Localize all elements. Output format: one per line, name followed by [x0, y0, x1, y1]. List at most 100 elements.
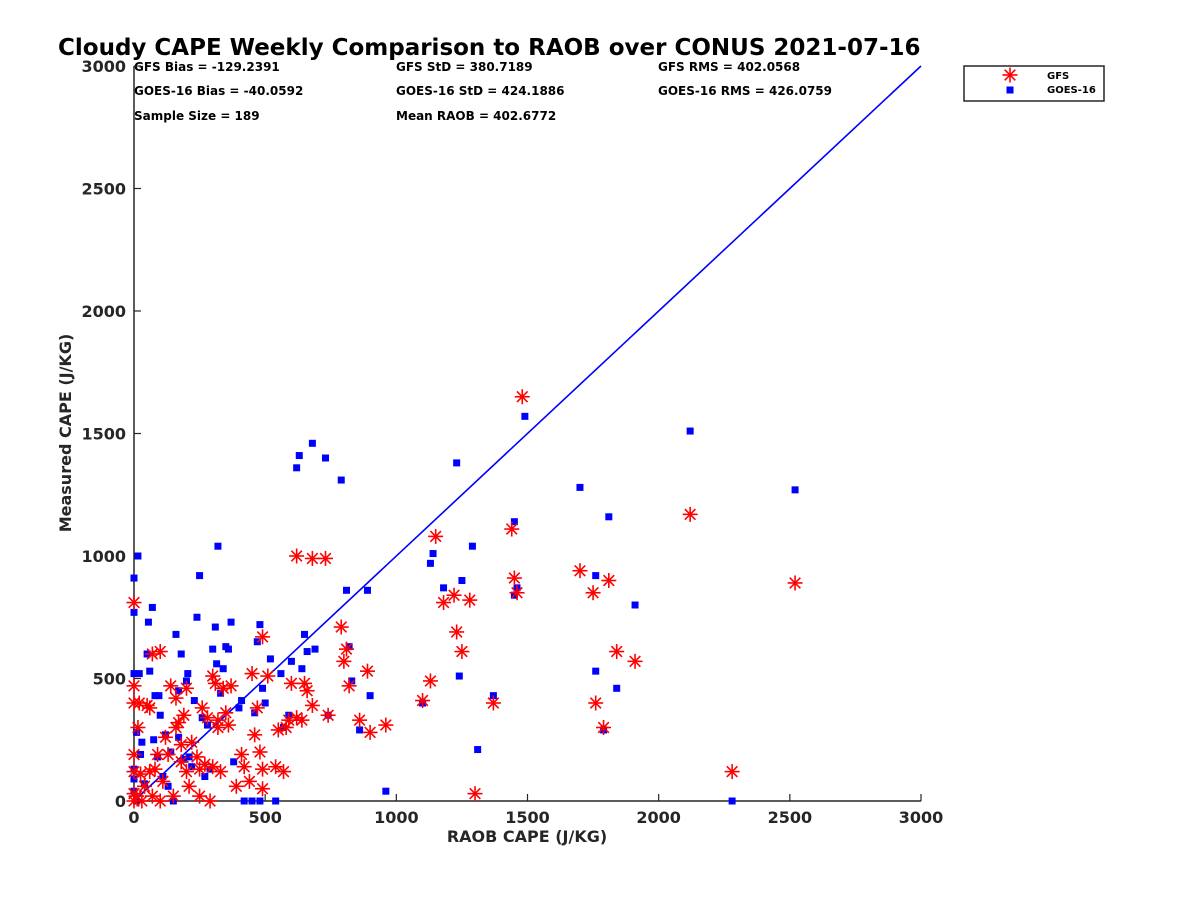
gfs-point	[422, 673, 438, 689]
gfs-point	[218, 705, 234, 721]
legend-gfs-marker	[1002, 67, 1018, 83]
goes16-point	[235, 704, 243, 712]
legend-goes-marker	[1006, 86, 1014, 94]
stat-gfs-std: GFS StD = 380.7189	[396, 60, 533, 74]
gfs-point	[359, 663, 375, 679]
gfs-point	[241, 773, 257, 789]
gfs-point	[152, 793, 168, 809]
gfs-point	[178, 764, 194, 780]
gfs-point	[585, 585, 601, 601]
goes16-point	[301, 630, 309, 638]
gfs-point	[255, 761, 271, 777]
x-tick-label: 3000	[899, 808, 944, 827]
gfs-point	[682, 506, 698, 522]
stat-goes-rms: GOES-16 RMS = 426.0759	[658, 84, 832, 98]
goes16-point	[308, 439, 316, 447]
goes16-point	[631, 601, 639, 609]
x-tick-label: 2000	[636, 808, 681, 827]
legend-goes-label: GOES-16	[1047, 85, 1096, 96]
y-tick-label: 0	[115, 792, 126, 811]
gfs-point	[454, 644, 470, 660]
legend-goes-symbol	[1006, 86, 1014, 94]
legend-gfs-symbol	[1002, 67, 1018, 83]
goes16-point	[337, 476, 345, 484]
goes16-point	[185, 753, 193, 761]
gfs-point	[462, 592, 478, 608]
gfs-point	[144, 788, 160, 804]
goes16-point	[130, 574, 138, 582]
goes16-point	[455, 672, 463, 680]
goes16-point	[259, 684, 267, 692]
chart-title: Cloudy CAPE Weekly Comparison to RAOB ov…	[58, 35, 921, 61]
stat-goes-bias: GOES-16 Bias = -40.0592	[134, 84, 303, 98]
one-to-one-line	[133, 65, 922, 802]
gfs-point	[609, 644, 625, 660]
gfs-point	[173, 754, 189, 770]
goes16-point	[272, 797, 280, 805]
goes16-point	[510, 518, 518, 526]
goes16-point	[303, 648, 311, 656]
gfs-point	[155, 773, 171, 789]
goes16-point	[261, 699, 269, 707]
x-tick-label: 1500	[505, 808, 550, 827]
gfs-point	[152, 644, 168, 660]
gfs-point	[207, 675, 223, 691]
gfs-point	[213, 764, 229, 780]
y-axis-ticks: 0 500 1000 1500 2000 2500 3000	[81, 57, 141, 811]
gfs-point	[588, 695, 604, 711]
legend-gfs-label: GFS	[1047, 71, 1069, 82]
gfs-point	[126, 678, 142, 694]
stat-gfs-rms: GFS RMS = 402.0568	[658, 60, 800, 74]
gfs-point	[270, 722, 286, 738]
gfs-point	[228, 778, 244, 794]
goes16-point	[458, 577, 466, 584]
gfs-point	[168, 690, 184, 706]
gfs-point	[220, 717, 236, 733]
goes16-point	[227, 618, 235, 626]
y-tick-label: 1000	[81, 547, 126, 566]
gfs-point	[157, 729, 173, 745]
gfs-point	[234, 746, 250, 762]
stats-block: GFS Bias = -129.2391 GFS StD = 380.7189 …	[134, 60, 832, 123]
goes16-point	[148, 603, 156, 611]
gfs-point	[304, 550, 320, 566]
gfs-point	[178, 680, 194, 696]
gfs-point	[176, 707, 192, 723]
goes16-point	[348, 677, 356, 685]
gfs-point	[378, 717, 394, 733]
goes16-point	[248, 797, 256, 805]
stat-mean-raob: Mean RAOB = 402.6772	[396, 109, 556, 123]
gfs-point	[289, 548, 305, 564]
gfs-point	[627, 653, 643, 669]
goes16-point	[791, 486, 799, 494]
gfs-point	[428, 528, 444, 544]
gfs-point	[352, 712, 368, 728]
goes16-point	[613, 684, 621, 692]
goes16-point	[686, 427, 694, 435]
gfs-point	[184, 734, 200, 750]
gfs-point	[336, 653, 352, 669]
goes16-point	[453, 459, 461, 467]
goes16-point	[440, 584, 448, 592]
gfs-point	[126, 746, 142, 762]
goes16-point	[230, 758, 238, 766]
gfs-point	[268, 759, 284, 775]
goes16-point	[287, 657, 295, 665]
goes16-point	[134, 552, 142, 560]
goes16-point	[238, 697, 246, 705]
goes16-point	[521, 412, 529, 420]
goes16-point	[135, 670, 143, 678]
y-tick-label: 1500	[81, 425, 126, 444]
gfs-point	[173, 737, 189, 753]
goes16-point	[240, 797, 248, 805]
gfs-point	[449, 624, 465, 640]
gfs-point	[260, 668, 276, 684]
gfs-point	[318, 550, 334, 566]
goes16-point	[209, 645, 217, 653]
gfs-point	[181, 778, 197, 794]
gfs-point	[252, 744, 268, 760]
goes16-point	[474, 746, 482, 754]
goes16-point	[193, 613, 201, 621]
gfs-point	[467, 786, 483, 802]
y-tick-label: 2000	[81, 302, 126, 321]
